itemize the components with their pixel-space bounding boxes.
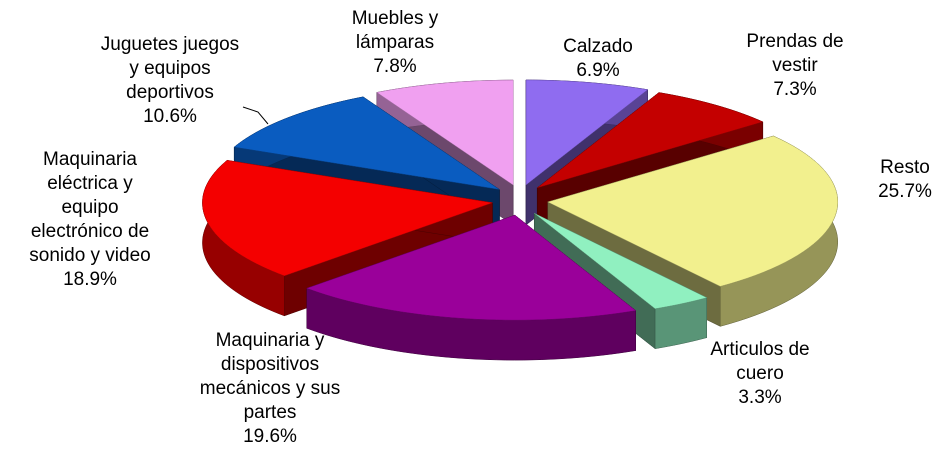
label-line: vestir (772, 55, 818, 76)
label-line: partes (244, 402, 297, 423)
value-label: 6.9% (576, 60, 619, 81)
slice-label: Prendas de vestir (746, 31, 843, 76)
label-line: mecánicos y sus (200, 378, 340, 399)
slice-top (202, 160, 493, 277)
slice-top (306, 214, 637, 321)
label-line: electrónico de (31, 221, 149, 242)
slice-label: Maquinaria eléctrica y equipo electrónico d… (29, 149, 150, 266)
label-line: sonido y video (29, 245, 150, 266)
slice-label: Muebles y lámparas (352, 8, 439, 53)
leader-line (242, 106, 269, 125)
value-label: 25.7% (878, 181, 932, 202)
value-label: 18.9% (63, 269, 117, 290)
value-label: 7.3% (773, 79, 816, 100)
label-line: dispositivos (221, 354, 319, 375)
label-line: cuero (736, 363, 784, 384)
label-line: eléctrica y (47, 173, 133, 194)
slice-top (534, 213, 708, 309)
label-line: Maquinaria y (216, 330, 325, 351)
slice-label: Maquinaria y dispositivos mecánicos y sus p… (200, 330, 340, 423)
label-line: Calzado (563, 36, 633, 57)
slice-top (525, 79, 649, 186)
label-line: Resto (880, 157, 930, 178)
label-line: y equipos (129, 58, 210, 79)
slice-label: Resto (880, 157, 930, 178)
slice-top (233, 96, 500, 190)
label-line: lámparas (356, 32, 434, 53)
slice-top (537, 92, 764, 189)
label-line: equipo (61, 197, 118, 218)
value-label: 19.6% (243, 426, 297, 447)
slice-label: Juguetes juegos y equipos deportivos (101, 34, 239, 103)
slice-label: Articulos de cuero (710, 339, 809, 384)
slice-top (376, 79, 514, 186)
label-line: Prendas de (746, 31, 843, 52)
label-line: Maquinaria (43, 149, 137, 170)
slice-top (547, 135, 839, 287)
value-label: 7.8% (373, 56, 416, 77)
value-label: 10.6% (143, 106, 197, 127)
label-line: Muebles y (352, 8, 439, 29)
slice (306, 214, 637, 361)
value-label: 3.3% (738, 387, 781, 408)
slice-label: Calzado (563, 36, 633, 57)
label-line: Articulos de (710, 339, 809, 360)
label-line: deportivos (126, 82, 214, 103)
label-line: Juguetes juegos (101, 34, 239, 55)
